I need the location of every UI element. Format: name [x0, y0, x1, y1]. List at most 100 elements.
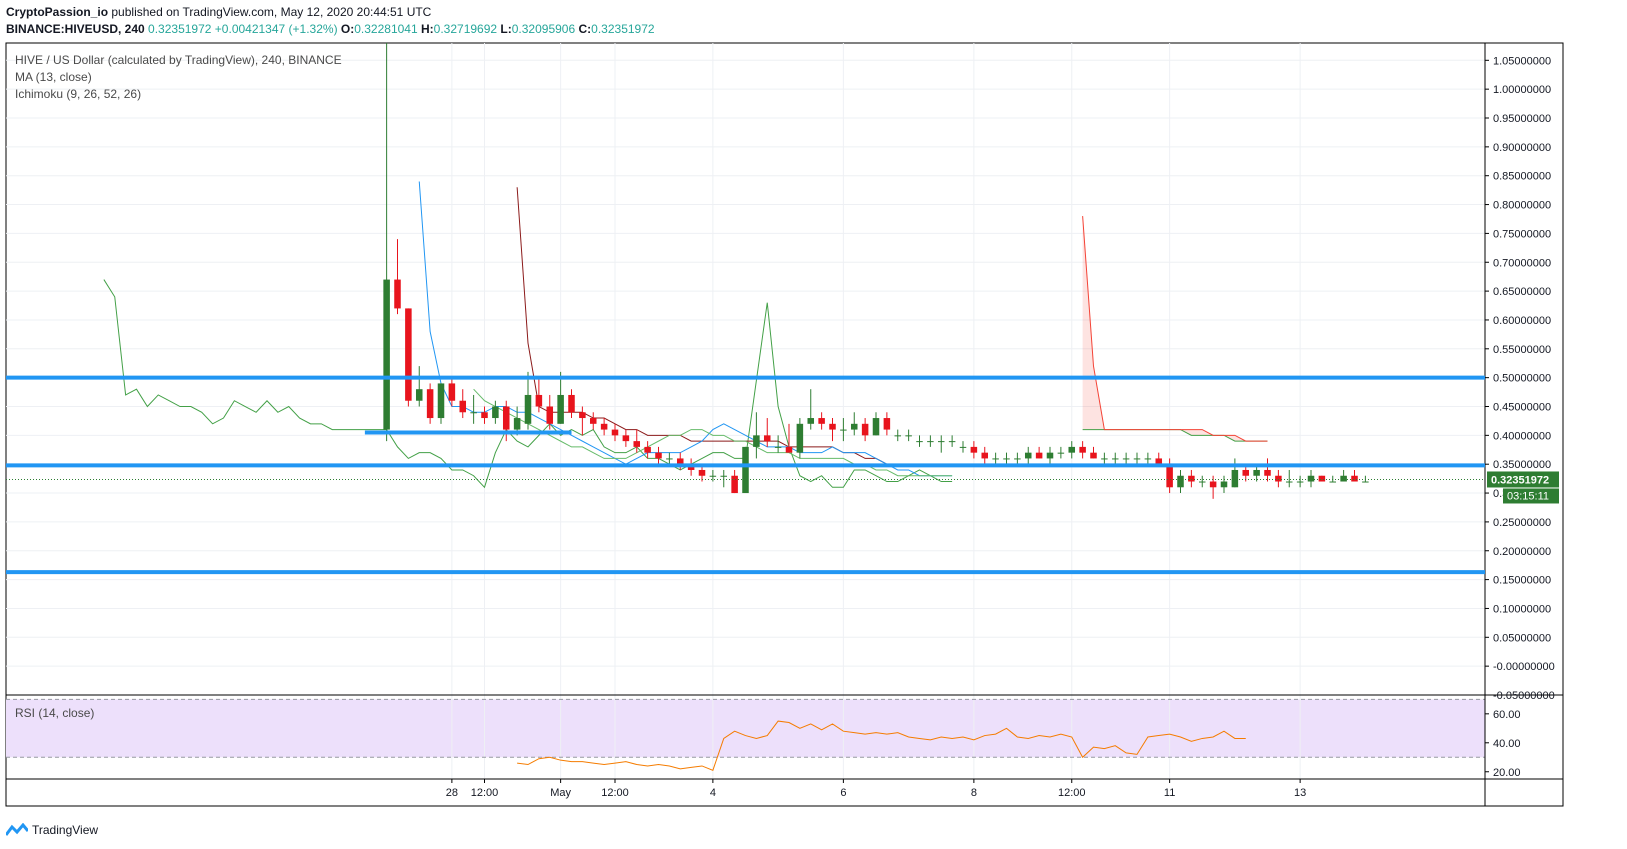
candle — [894, 429, 902, 442]
candle — [492, 400, 499, 424]
candle-body — [861, 423, 869, 436]
candle — [622, 429, 630, 447]
price-tick-label: 0.40000000 — [1493, 430, 1551, 442]
candle — [720, 469, 728, 488]
price-tick-label: 0.80000000 — [1493, 200, 1551, 212]
rsi-tick-label: 20.00 — [1493, 767, 1521, 779]
candle-body — [981, 452, 989, 459]
rsi-tick-label: 40.00 — [1493, 738, 1521, 750]
candle — [1122, 452, 1130, 465]
candle — [383, 43, 390, 442]
time-tick-label: 12:00 — [601, 787, 629, 799]
candle-body — [405, 308, 412, 401]
candle — [1111, 452, 1119, 465]
candle — [1014, 452, 1021, 465]
candle — [959, 441, 967, 453]
candle-body — [774, 446, 782, 448]
price-tick-label: -0.05000000 — [1493, 690, 1555, 702]
candle — [970, 441, 978, 459]
ichimoku-cloud — [1082, 216, 1268, 442]
candle-body — [916, 441, 923, 443]
candle — [666, 452, 673, 465]
countdown-badge-bg — [1503, 488, 1559, 504]
candle-body — [905, 435, 912, 437]
publish-line: CryptoPassion_io published on TradingVie… — [6, 5, 431, 19]
candle-body — [1307, 475, 1315, 482]
time-tick-label: 11 — [1164, 787, 1175, 799]
legend-ichimoku[interactable]: Ichimoku (9, 26, 52, 26) — [15, 87, 142, 101]
candle-body — [840, 429, 847, 431]
candle — [709, 469, 717, 482]
candle — [568, 389, 575, 419]
candle-body — [1253, 469, 1260, 476]
rsi-tick-label: 60.00 — [1493, 709, 1521, 721]
price-tick-label: 0.55000000 — [1493, 344, 1551, 356]
candle-body — [1122, 458, 1130, 460]
candle-body — [927, 441, 934, 443]
candle-body — [644, 446, 651, 453]
candle — [655, 446, 662, 465]
time-tick-label: 4 — [710, 787, 716, 799]
price-change: +0.00421347 (+1.32%) — [214, 22, 338, 36]
legend-ma[interactable]: MA (13, close) — [15, 70, 92, 84]
candle — [1351, 469, 1358, 482]
price-tick-label: 0.75000000 — [1493, 228, 1551, 240]
candle-body — [894, 435, 902, 437]
candle — [872, 412, 880, 436]
candle-body — [872, 418, 880, 436]
time-tick-label: 28 — [446, 787, 458, 799]
candle-body — [753, 435, 760, 447]
tradingview-logo[interactable]: TradingView — [6, 823, 98, 837]
candle — [807, 389, 815, 430]
candle — [731, 469, 738, 494]
legend-rsi[interactable]: RSI (14, close) — [15, 706, 95, 720]
candle — [415, 366, 423, 407]
candle — [927, 435, 934, 447]
candle-body — [720, 475, 728, 477]
candle-body — [709, 475, 717, 477]
last-price-badge: 0.32351972 — [1491, 474, 1549, 486]
candle-body — [1068, 446, 1076, 453]
time-tick-label: 13 — [1294, 787, 1306, 799]
price-tick-label: 0.25000000 — [1493, 517, 1551, 529]
candle-body — [992, 458, 999, 460]
author-name[interactable]: CryptoPassion_io — [6, 5, 109, 19]
candle-body — [1144, 458, 1152, 460]
rsi-band — [6, 699, 1485, 758]
price-tick-label: 0.15000000 — [1493, 575, 1551, 587]
price-tick-label: 1.00000000 — [1493, 84, 1551, 96]
candle — [633, 429, 641, 453]
candle-body — [1035, 452, 1043, 459]
close-value: 0.32351972 — [591, 22, 655, 36]
candle-body — [1264, 469, 1271, 476]
candle — [763, 418, 771, 447]
candle-body — [383, 279, 390, 430]
candle — [1318, 475, 1326, 482]
candle-body — [1101, 458, 1108, 460]
candle-body — [470, 412, 477, 414]
candle — [850, 412, 858, 436]
price-tick-label: 0.85000000 — [1493, 171, 1551, 183]
candle-body — [1209, 481, 1217, 488]
candle-body — [796, 423, 804, 453]
candle-body — [1133, 458, 1141, 460]
price-tick-label: 0.95000000 — [1493, 113, 1551, 125]
candle-body — [1111, 458, 1119, 460]
price-tick-label: 0.65000000 — [1493, 286, 1551, 298]
candle-body — [1188, 475, 1195, 482]
candle — [589, 412, 597, 430]
price-tick-label: 0.45000000 — [1493, 402, 1551, 414]
price-tick-label: 0.10000000 — [1493, 603, 1551, 615]
candle-body — [1003, 458, 1010, 460]
candle-body — [655, 452, 662, 459]
candle — [644, 441, 651, 459]
candle — [481, 406, 488, 424]
ma-line — [473, 388, 953, 477]
candle-body — [568, 394, 575, 413]
candle-body — [1090, 452, 1097, 459]
candle — [1057, 446, 1065, 459]
time-tick-label: 6 — [840, 787, 846, 799]
candle-body — [481, 412, 488, 419]
candle — [1101, 452, 1108, 465]
